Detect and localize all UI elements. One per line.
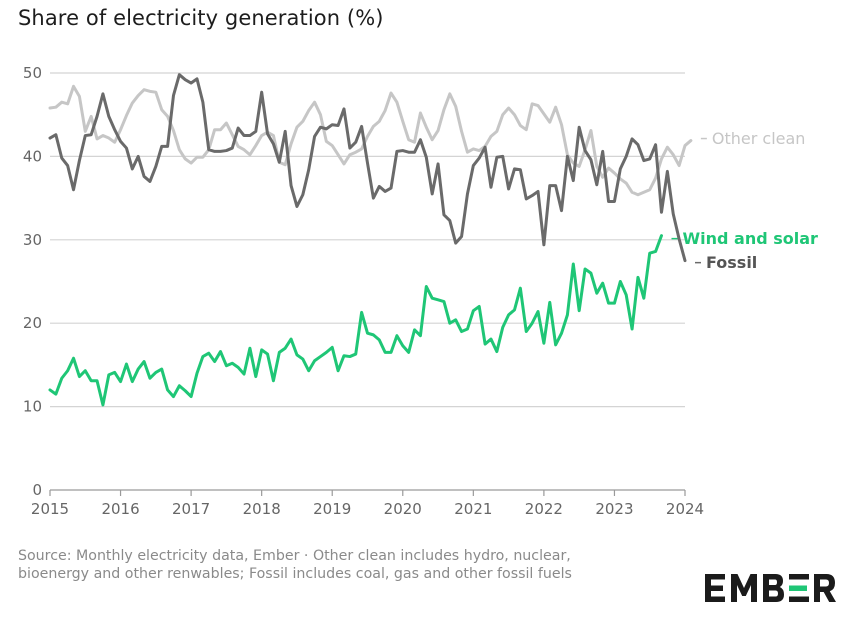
x-tick-label-2018: 2018 xyxy=(243,500,281,518)
x-tick-label-2019: 2019 xyxy=(313,500,351,518)
series-end-labels: Other clean Wind and solar Fossil xyxy=(671,129,818,272)
x-tick-label-2016: 2016 xyxy=(101,500,139,518)
y-tick-label-30: 30 xyxy=(23,231,42,249)
other-clean-line xyxy=(48,84,693,197)
ember-logo xyxy=(705,574,836,602)
x-tick-label-2020: 2020 xyxy=(384,500,422,518)
gridlines xyxy=(49,72,686,496)
x-tick-label-2021: 2021 xyxy=(454,500,492,518)
x-tick-label-2015: 2015 xyxy=(31,500,69,518)
x-tick-label-2017: 2017 xyxy=(172,500,210,518)
axis-ticks: 0 10 20 30 40 50 2015 2016 2017 2018 2019 2020 2021 2… xyxy=(23,64,704,518)
y-tick-label-50: 50 xyxy=(23,64,42,82)
series-lines xyxy=(48,73,693,407)
y-tick-label-40: 40 xyxy=(23,147,42,165)
source-note: Source: Monthly electricity data, Ember … xyxy=(18,548,572,582)
x-tick-label-2022: 2022 xyxy=(525,500,563,518)
fossil-line xyxy=(48,73,687,263)
x-tick-label-2023: 2023 xyxy=(595,500,633,518)
wind-and-solar-label: Wind and solar xyxy=(682,229,818,248)
y-tick-label-0: 0 xyxy=(32,481,42,499)
x-tick-label-2024: 2024 xyxy=(666,500,704,518)
wind-and-solar-line xyxy=(48,234,663,407)
y-tick-label-10: 10 xyxy=(23,398,42,416)
y-tick-label-20: 20 xyxy=(23,314,42,332)
fossil-label: Fossil xyxy=(706,253,757,272)
other-clean-label: Other clean xyxy=(712,129,806,148)
page-title: Share of electricity generation (%) xyxy=(18,6,384,30)
